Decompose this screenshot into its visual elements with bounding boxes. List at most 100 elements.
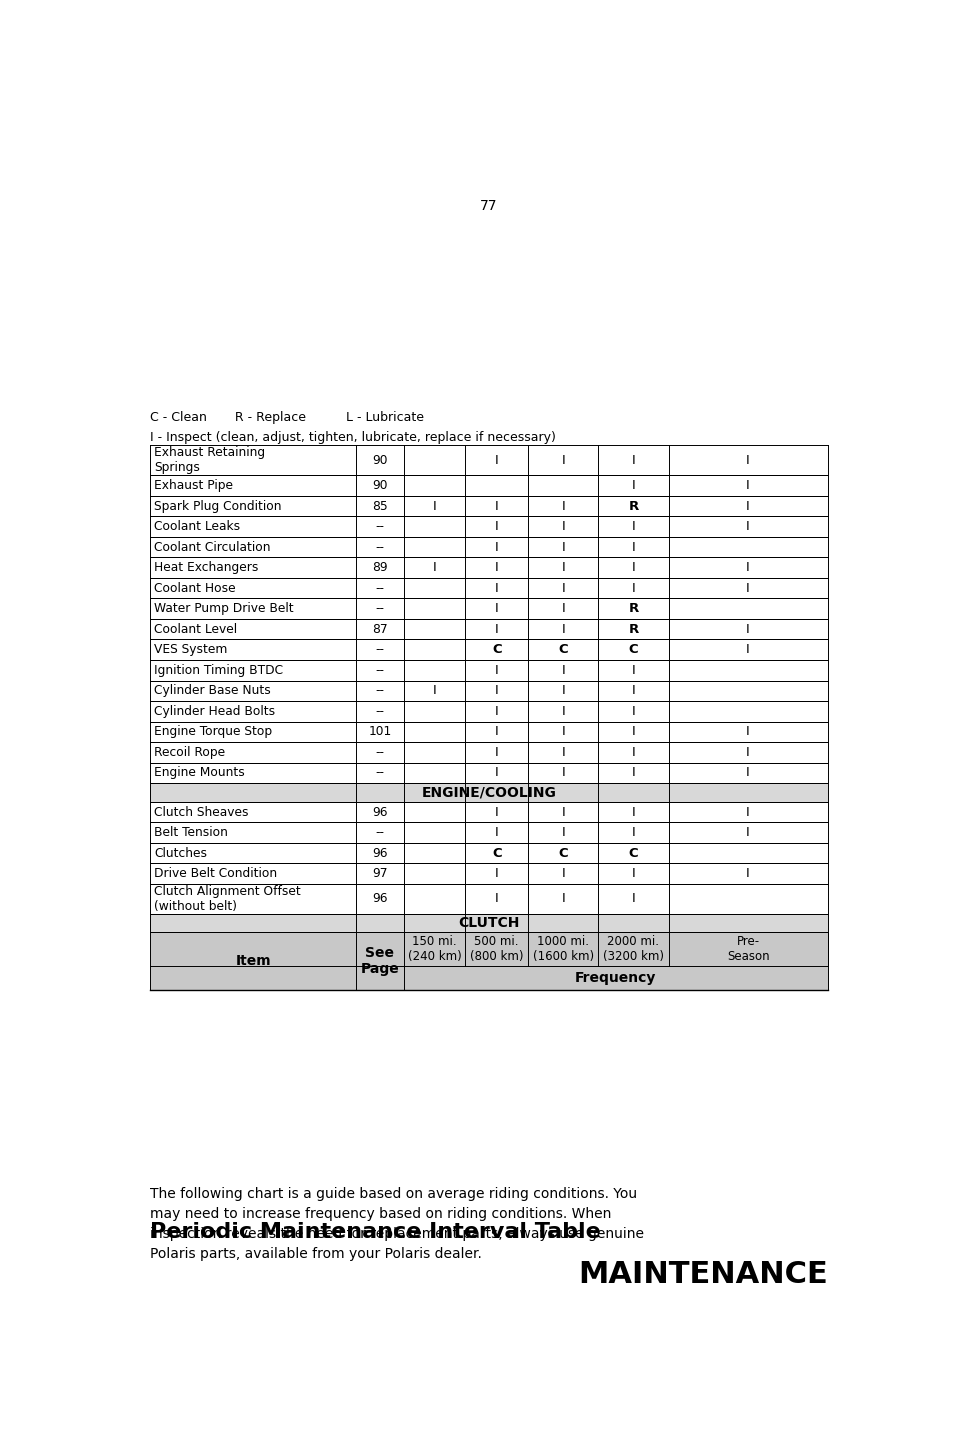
Text: 87: 87 <box>372 622 387 635</box>
Text: Drive Belt Condition: Drive Belt Condition <box>153 867 276 880</box>
Text: I: I <box>495 893 498 906</box>
Text: C: C <box>628 846 638 859</box>
Text: I: I <box>560 664 564 676</box>
Text: I: I <box>495 766 498 779</box>
Text: I: I <box>631 746 635 759</box>
Text: I: I <box>433 685 436 698</box>
Text: I: I <box>560 582 564 595</box>
Text: I: I <box>631 726 635 739</box>
Text: C: C <box>492 846 501 859</box>
Text: Exhaust Pipe: Exhaust Pipe <box>153 478 233 491</box>
Text: I: I <box>745 766 749 779</box>
Text: I: I <box>745 521 749 534</box>
Text: C: C <box>558 643 567 656</box>
Text: I: I <box>433 561 436 574</box>
Text: I: I <box>631 685 635 698</box>
Text: I: I <box>631 582 635 595</box>
Text: I: I <box>560 746 564 759</box>
Bar <box>151 516 826 537</box>
Bar <box>151 660 826 680</box>
Text: --: -- <box>375 705 384 718</box>
Text: R: R <box>628 622 638 635</box>
Bar <box>151 801 826 823</box>
Text: 150 mi.
(240 km): 150 mi. (240 km) <box>407 935 461 963</box>
Text: I: I <box>560 561 564 574</box>
Bar <box>151 784 826 801</box>
Text: Cylinder Base Nuts: Cylinder Base Nuts <box>153 685 271 698</box>
Text: I: I <box>631 521 635 534</box>
Text: MAINTENANCE: MAINTENANCE <box>578 1261 826 1290</box>
Text: --: -- <box>375 643 384 656</box>
Text: CLUTCH: CLUTCH <box>457 916 519 931</box>
Text: ENGINE/COOLING: ENGINE/COOLING <box>421 785 556 800</box>
Text: I: I <box>560 826 564 839</box>
Text: I: I <box>495 826 498 839</box>
Bar <box>151 742 826 763</box>
Text: Water Pump Drive Belt: Water Pump Drive Belt <box>153 602 294 615</box>
Text: I: I <box>495 746 498 759</box>
Text: I: I <box>560 867 564 880</box>
Text: Frequency: Frequency <box>575 971 656 984</box>
Bar <box>151 557 826 577</box>
Text: I: I <box>631 478 635 491</box>
Bar <box>151 843 826 864</box>
Bar <box>151 701 826 721</box>
Text: See
Page: See Page <box>360 947 398 976</box>
Text: I: I <box>495 582 498 595</box>
Text: --: -- <box>375 766 384 779</box>
Text: 96: 96 <box>372 846 387 859</box>
Bar <box>151 496 826 516</box>
Text: Exhaust Retaining
Springs: Exhaust Retaining Springs <box>153 446 265 474</box>
Text: I: I <box>560 602 564 615</box>
Text: I: I <box>631 766 635 779</box>
Text: 500 mi.
(800 km): 500 mi. (800 km) <box>470 935 523 963</box>
Text: I: I <box>631 664 635 676</box>
Bar <box>151 537 826 557</box>
Text: I: I <box>745 726 749 739</box>
Bar <box>151 680 826 701</box>
Text: I: I <box>495 521 498 534</box>
Text: I: I <box>560 766 564 779</box>
Text: VES System: VES System <box>153 643 227 656</box>
Text: I: I <box>560 622 564 635</box>
Text: I: I <box>745 622 749 635</box>
Text: 89: 89 <box>372 561 387 574</box>
Text: I: I <box>560 500 564 513</box>
Text: R: R <box>628 500 638 513</box>
Text: 90: 90 <box>372 454 387 467</box>
Text: I: I <box>495 664 498 676</box>
Text: --: -- <box>375 582 384 595</box>
Text: Belt Tension: Belt Tension <box>153 826 228 839</box>
Text: Coolant Hose: Coolant Hose <box>153 582 235 595</box>
Text: I: I <box>745 806 749 819</box>
Text: Engine Mounts: Engine Mounts <box>153 766 245 779</box>
Text: --: -- <box>375 826 384 839</box>
Text: I: I <box>495 726 498 739</box>
Text: 85: 85 <box>372 500 387 513</box>
Text: 1000 mi.
(1600 km): 1000 mi. (1600 km) <box>532 935 593 963</box>
Bar <box>151 823 826 843</box>
Text: I: I <box>745 500 749 513</box>
Text: 90: 90 <box>372 478 387 491</box>
Text: The following chart is a guide based on average riding conditions. You
may need : The following chart is a guide based on … <box>151 1186 643 1261</box>
Text: I: I <box>495 454 498 467</box>
Bar <box>151 932 826 990</box>
Text: C: C <box>628 643 638 656</box>
Text: Clutches: Clutches <box>153 846 207 859</box>
Text: I: I <box>495 806 498 819</box>
Bar <box>151 640 826 660</box>
Bar <box>151 599 826 619</box>
Text: I: I <box>560 726 564 739</box>
Bar <box>151 913 826 932</box>
Text: --: -- <box>375 521 384 534</box>
Text: I: I <box>495 705 498 718</box>
Text: I: I <box>560 541 564 554</box>
Text: Spark Plug Condition: Spark Plug Condition <box>153 500 281 513</box>
Bar <box>151 884 826 913</box>
Text: I: I <box>631 867 635 880</box>
Text: --: -- <box>375 685 384 698</box>
Text: 96: 96 <box>372 806 387 819</box>
Text: I: I <box>560 685 564 698</box>
Text: Heat Exchangers: Heat Exchangers <box>153 561 258 574</box>
Text: I: I <box>631 806 635 819</box>
